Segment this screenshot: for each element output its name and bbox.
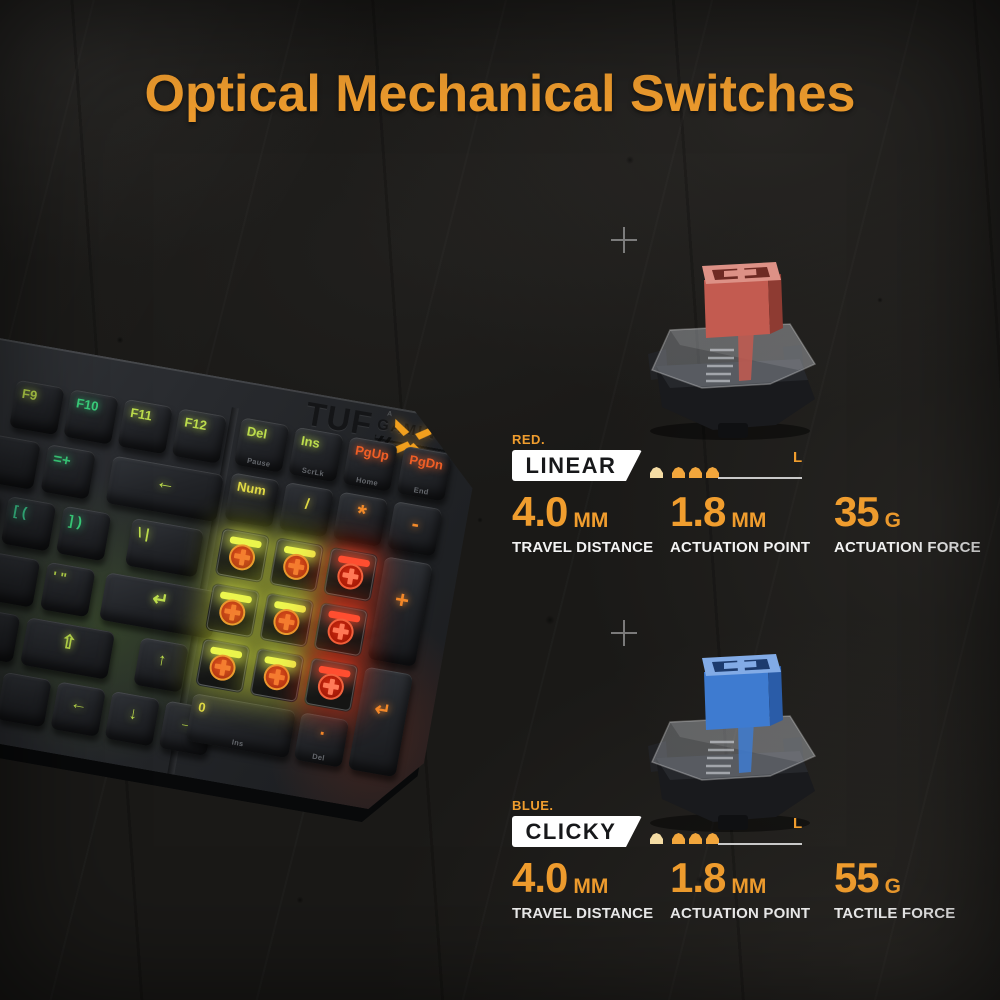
spec-value: 35 (833, 488, 880, 535)
keycap-icon (650, 467, 663, 478)
switch-color-label: BLUE. (512, 798, 554, 813)
keycap-: =+ (40, 444, 96, 500)
keycap-: ' " (40, 562, 96, 618)
spec-row: 4.0 MM TRAVEL DISTANCE 1.8 MM ACTUATION PO… (512, 488, 990, 557)
switch-photo-blue (618, 642, 828, 832)
keycap-: ↑ (133, 637, 189, 693)
spec-travel-distance: 4.0 MM TRAVEL DISTANCE (512, 488, 670, 557)
page-title: Optical Mechanical Switches (144, 65, 856, 123)
keycap-icon (689, 467, 702, 478)
spec-value: 4.0 (512, 854, 568, 901)
keycap-front-label: ScrLk (301, 465, 325, 479)
keycap-icon (706, 833, 719, 844)
keycap-: ] ) (56, 506, 112, 562)
switch-section-clicky: BLUE. CLICKY L 4.0 MM TRAVEL DISTANCE 1.8… (512, 793, 990, 933)
spec-label: ACTUATION POINT (670, 905, 811, 922)
keycap-f10: F10 (63, 389, 119, 445)
keycap-: · Del (294, 712, 350, 768)
spec-unit: G (884, 875, 902, 898)
spec-actuation-force: 35 G ACTUATION FORCE (833, 488, 990, 557)
type-badge: CLICKY (512, 816, 642, 847)
switch-section-linear: RED. LINEAR L 4.0 MM TRAVEL DISTANCE 1.8 M… (512, 427, 990, 567)
spec-label: TRAVEL DISTANCE (512, 539, 654, 556)
keycap-front-label: Pause (246, 455, 272, 469)
exposed-switch-yellow (249, 647, 305, 703)
spec-unit: MM (731, 875, 767, 898)
keycap-f9: F9 (9, 380, 65, 436)
keycap-num: Num (224, 472, 280, 528)
switch-photo-red (618, 250, 828, 440)
keycap-pgdn: PgDn End (396, 446, 452, 502)
keycap-icon (672, 467, 685, 478)
exposed-switch-yellow (269, 537, 325, 593)
exposed-switch-red (313, 602, 369, 658)
spec-unit: MM (731, 509, 767, 532)
plus-marker-icon (611, 620, 637, 646)
exposed-switch-yellow (205, 583, 261, 639)
keycap-: ← (50, 681, 106, 737)
exposed-switch-red (323, 547, 379, 603)
keycap-: / (278, 482, 334, 538)
exposed-switch-red (303, 657, 359, 713)
keycap-: * (333, 492, 389, 548)
spec-actuation-point: 1.8 MM ACTUATION POINT (670, 854, 834, 923)
spec-label: ACTUATION FORCE (833, 539, 981, 556)
switch-color-label: RED. (512, 432, 546, 447)
spec-tactile-force: 55 G TACTILE FORCE (833, 854, 990, 923)
keycap-icon (672, 833, 685, 844)
keycap-: ↓ (105, 691, 161, 747)
spec-row: 4.0 MM TRAVEL DISTANCE 1.8 MM ACTUATION PO… (512, 854, 990, 923)
exposed-switch-yellow (259, 592, 315, 648)
keycap-meter (650, 833, 723, 844)
keycap-f11: F11 (117, 399, 173, 455)
travel-line (718, 477, 802, 479)
exposed-switch-yellow (195, 638, 251, 694)
keyboard-photo: TUF GAMING A I B W (0, 320, 568, 862)
exposed-switch-yellow (215, 528, 271, 584)
keycap-: - (387, 501, 443, 557)
spec-unit: MM (573, 509, 609, 532)
x-logo-letter: I (439, 421, 443, 430)
spec-actuation-point: 1.8 MM ACTUATION POINT (670, 488, 834, 557)
keycap-pgup: PgUp Home (342, 436, 398, 492)
plus-marker-icon (611, 227, 637, 253)
keyboard-deck: TUF GAMING A I B W (0, 320, 548, 829)
keycap-f12: F12 (172, 408, 228, 464)
keycap-icon (689, 833, 702, 844)
spec-label: TACTILE FORCE (833, 905, 956, 922)
spec-travel-distance: 4.0 MM TRAVEL DISTANCE (512, 854, 670, 923)
spec-label: ACTUATION POINT (670, 539, 811, 556)
type-badge: LINEAR (512, 450, 642, 481)
type-badge-label: CLICKY (525, 818, 617, 844)
keycap-front-label: Home (355, 475, 379, 488)
keycap-icon (650, 833, 663, 844)
keycap-meter (650, 467, 723, 478)
spec-value: 1.8 (670, 488, 726, 535)
corner-mark: L (793, 815, 803, 832)
travel-line (718, 843, 802, 845)
spec-unit: MM (573, 875, 609, 898)
spec-unit: G (884, 509, 902, 532)
keycap-ins: Ins ScrLk (288, 427, 344, 483)
keycap-icon (706, 467, 719, 478)
corner-mark: L (793, 449, 803, 466)
spec-value: 55 (833, 854, 880, 901)
spec-label: TRAVEL DISTANCE (512, 905, 654, 922)
keycap-front-label: End (413, 485, 430, 497)
keycap-del: Del Pause (234, 417, 290, 473)
type-badge-label: LINEAR (525, 452, 617, 478)
keycap (0, 672, 52, 728)
spec-value: 1.8 (670, 854, 726, 901)
keycap-: [ ( (1, 496, 57, 552)
spec-value: 4.0 (512, 488, 568, 535)
